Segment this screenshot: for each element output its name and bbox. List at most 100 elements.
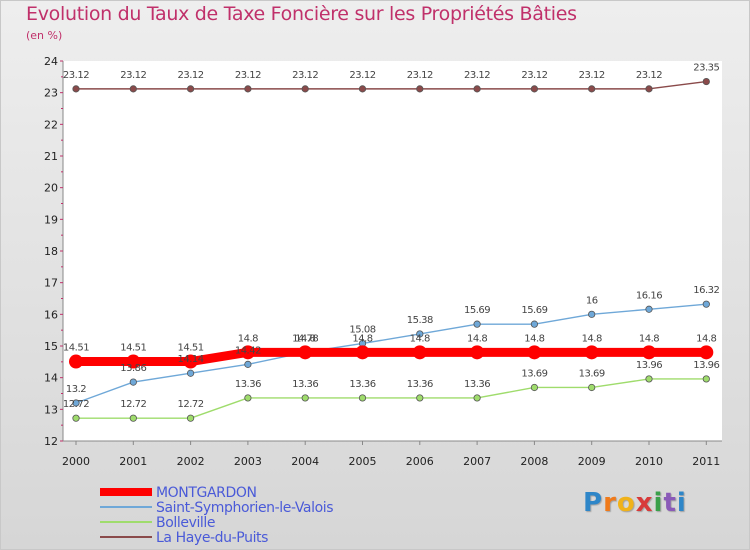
data-point-0 [355,345,370,360]
data-label-2: 12.72 [63,399,89,410]
data-label-3: 23.12 [235,70,261,81]
data-label-1: 15.38 [407,315,433,326]
data-point-3 [473,85,481,93]
data-label-1: 16 [586,295,598,306]
legend-label-1: Saint-Symphorien-le-Valois [156,500,333,516]
data-label-3: 23.12 [636,70,662,81]
data-point-2 [301,394,309,402]
data-label-3: 23.12 [464,70,490,81]
y-tick-label: 24 [44,55,58,68]
data-label-0: 14.8 [295,333,315,344]
data-label-3: 23.12 [178,70,204,81]
x-tick-label: 2006 [406,455,434,468]
series-line-0 [71,347,711,367]
data-point-3 [416,85,424,93]
x-tick-label: 2002 [177,455,205,468]
data-label-1: 15.08 [349,324,375,335]
data-point-1 [416,330,424,338]
data-point-0 [412,345,427,360]
legend-label-2: Bolleville [156,515,215,531]
data-point-0 [642,345,656,360]
data-point-3 [702,77,710,86]
data-point-3 [645,85,653,93]
data-point-3 [244,85,252,93]
data-label-2: 12.72 [120,399,146,410]
y-tick-label: 12 [44,435,58,448]
data-label-1: 15.69 [521,305,547,316]
chart-subtitle: (en %) [26,29,63,42]
data-label-3: 23.35 [693,63,719,74]
data-point-2 [645,375,653,383]
data-point-0 [69,354,83,369]
data-label-1: 14.14 [178,354,204,365]
x-tick-label: 2010 [635,455,663,468]
data-label-2: 13.96 [636,360,662,371]
data-label-0: 14.8 [524,333,544,344]
data-label-2: 13.96 [693,360,719,371]
data-label-0: 14.8 [410,333,430,344]
data-point-1 [187,369,195,377]
data-point-0 [527,345,542,360]
data-point-3 [129,85,137,93]
data-label-0: 14.8 [696,333,716,344]
data-point-0 [126,354,141,369]
data-label-0: 14.8 [639,333,659,344]
data-point-1 [588,310,596,318]
legend-label-0: MONTGARDON [156,485,257,501]
data-point-1 [645,305,653,313]
data-point-3 [187,85,195,93]
x-tick-label: 2000 [62,455,90,468]
series-line-2 [75,378,707,419]
data-label-3: 23.12 [349,70,375,81]
x-tick-label: 2009 [578,455,606,468]
data-point-2 [72,414,80,422]
data-label-0: 14.8 [582,333,602,344]
y-tick-label: 22 [44,118,58,131]
data-point-1 [244,360,252,368]
y-tick-label: 13 [44,403,58,416]
data-label-3: 23.12 [579,70,605,81]
data-point-2 [244,394,252,402]
data-point-1 [473,320,481,328]
data-point-2 [416,394,424,402]
data-label-3: 23.12 [63,70,89,81]
data-label-2: 13.69 [579,368,605,379]
data-label-1: 13.86 [120,363,146,374]
legend-label-3: La Haye-du-Puits [156,530,268,546]
data-label-3: 23.12 [521,70,547,81]
data-label-0: 14.51 [178,343,204,354]
data-point-3 [358,85,367,93]
data-point-1 [72,399,80,407]
series-line-1 [75,303,707,404]
data-point-0 [699,345,714,360]
data-point-1 [702,300,710,308]
chart-title: Evolution du Taux de Taxe Foncière sur l… [26,3,577,25]
data-label-2: 13.36 [464,379,490,390]
x-tick-label: 2001 [119,455,147,468]
data-point-2 [129,414,137,422]
data-label-2: 13.69 [521,368,547,379]
data-label-1: 13.2 [66,384,86,395]
data-label-1: 15.69 [464,305,490,316]
y-tick-label: 16 [44,308,58,321]
data-label-0: 14.51 [63,343,89,354]
data-label-0: 14.51 [120,343,146,354]
logo-letter: i [676,488,687,518]
y-tick-label: 18 [44,245,58,258]
data-point-0 [470,345,485,360]
logo-letter: P [583,488,604,518]
data-point-0 [298,345,313,360]
data-label-0: 14.8 [467,333,487,344]
data-label-3: 23.12 [292,70,318,81]
series-line-3 [75,80,707,90]
y-tick-label: 21 [44,150,58,163]
data-point-3 [588,85,596,93]
data-label-1: 16.32 [693,285,719,296]
x-tick-label: 2008 [520,455,548,468]
data-point-0 [240,345,255,360]
data-label-2: 13.36 [235,379,261,390]
x-tick-label: 2007 [463,455,491,468]
data-point-2 [473,394,481,402]
data-label-2: 13.36 [349,379,375,390]
